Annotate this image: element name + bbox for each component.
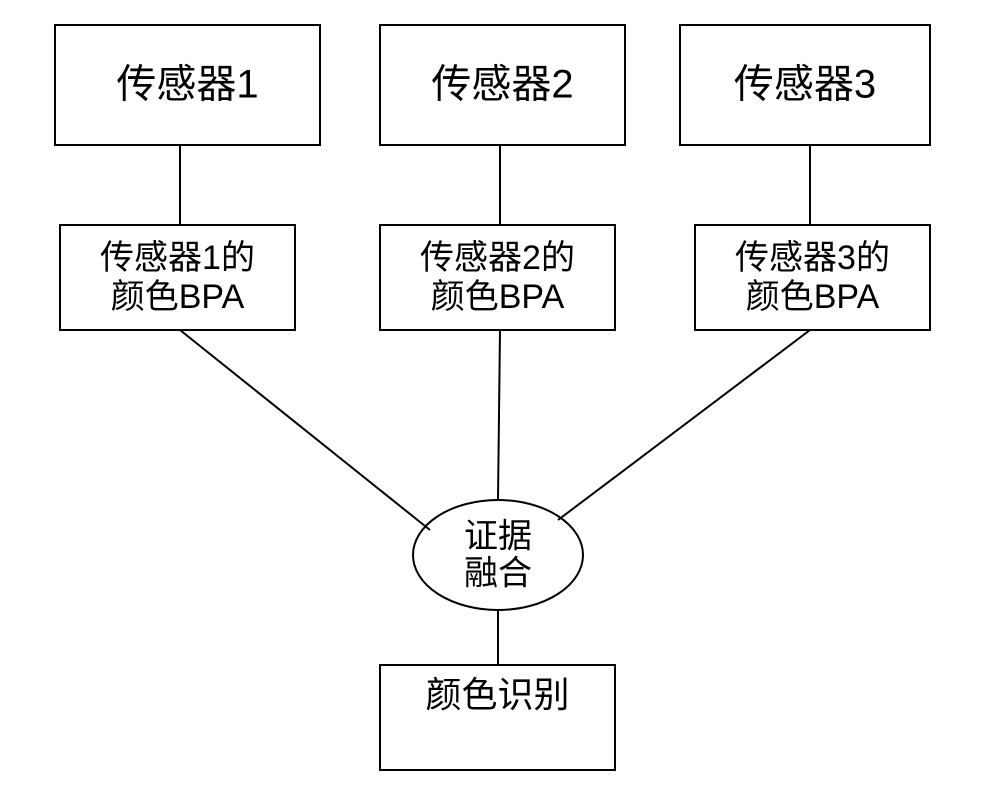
sensor3-label: 传感器3 <box>734 63 876 107</box>
sensor1-label: 传感器1 <box>116 63 258 107</box>
edge-bpa1-fusion <box>180 330 430 530</box>
sensor2-label: 传感器2 <box>431 63 573 107</box>
bpa3-line1: 传感器3的 <box>735 239 890 277</box>
bpa3-line2: 颜色BPA <box>746 278 880 316</box>
fusion-line1: 证据 <box>464 517 532 555</box>
flowchart-canvas: 传感器1 传感器2 传感器3 传感器1的 颜色BPA 传感器2的 颜色BPA 传… <box>0 0 1000 794</box>
fusion-line2: 融合 <box>464 555 532 593</box>
bpa2-line1: 传感器2的 <box>420 239 575 277</box>
edge-bpa3-fusion <box>558 330 810 520</box>
edge-bpa2-fusion <box>498 330 500 500</box>
bpa2-line2: 颜色BPA <box>431 278 565 316</box>
bpa1-line1: 传感器1的 <box>100 239 255 277</box>
output-label: 颜色识别 <box>425 674 569 715</box>
bpa1-line2: 颜色BPA <box>111 278 245 316</box>
